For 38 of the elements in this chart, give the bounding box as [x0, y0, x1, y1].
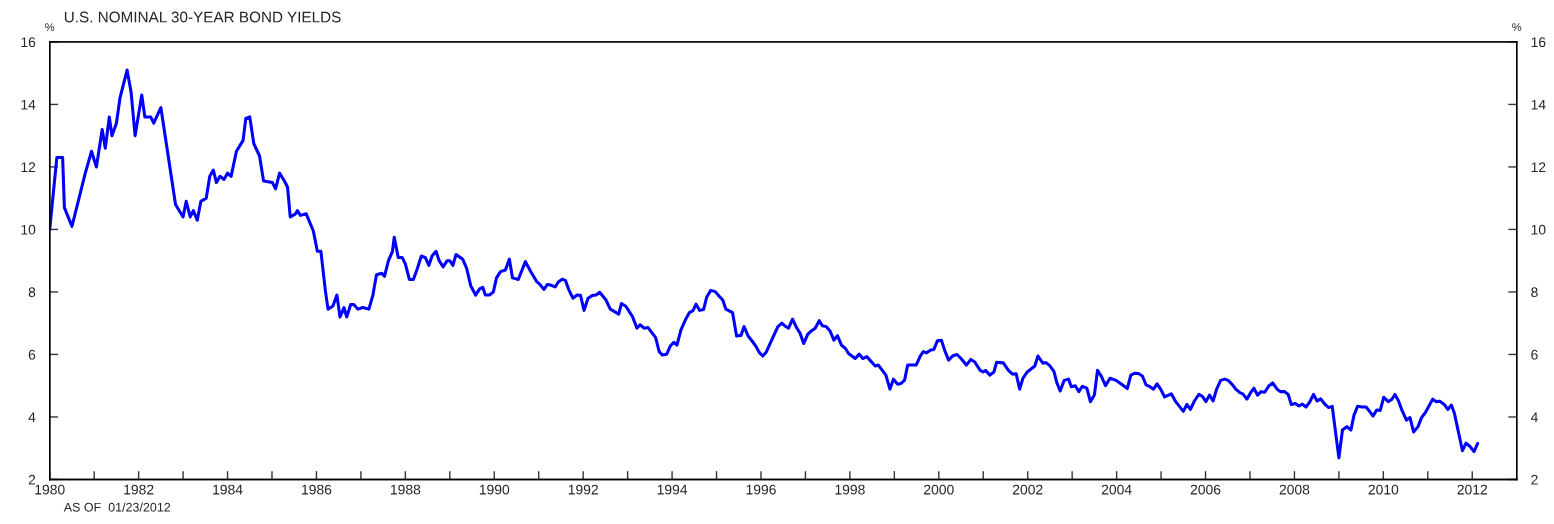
y2-axis-title: %	[1512, 23, 1522, 31]
y2-tick-label: 12	[1531, 162, 1546, 172]
x-tick-label: 1992	[568, 484, 598, 495]
x-tick-label: 2012	[1457, 484, 1487, 495]
x-tick-label: 1988	[390, 484, 421, 495]
y2-tick-label: 4	[1530, 412, 1538, 422]
x-tick-label: 1996	[746, 484, 776, 495]
x-tick-label: 1982	[124, 484, 154, 495]
y-axis-title: %	[45, 23, 55, 31]
y-tick-label: 8	[28, 287, 36, 298]
line-series	[49, 68, 1480, 460]
y-tick-label: 6	[28, 349, 36, 360]
y-tick-label: 4	[28, 412, 36, 422]
y2-tick-label: 10	[1531, 224, 1546, 235]
x-tick-label: 2002	[1012, 484, 1043, 495]
y-tick-label: 10	[21, 224, 36, 235]
text: AS OF 01/23/2012	[63, 502, 171, 512]
x-tick-label: 1986	[302, 484, 332, 495]
y-tick-label: 16	[21, 37, 36, 48]
x-tick-label: 2004	[1101, 484, 1132, 495]
x-tick-label: 2008	[1279, 484, 1310, 495]
y2-tick-label: 2	[1531, 474, 1538, 485]
y-tick-label: 2	[28, 474, 36, 485]
y2-tick-label: 6	[1531, 349, 1538, 360]
y2-tick-label: 16	[1531, 37, 1546, 48]
x-tick-label: 1998	[835, 484, 865, 495]
y-tick-label: 12	[21, 162, 36, 172]
y2-tick-label: 8	[1531, 287, 1538, 298]
x-tick-label: 2010	[1368, 484, 1399, 495]
y-tick-label: 14	[21, 99, 36, 110]
chart-title: U.S. NOMINAL 30-YEAR BOND YIELDS	[64, 11, 341, 23]
x-tick-label: 1980	[35, 484, 65, 495]
x-tick-label: 1990	[479, 484, 510, 495]
x-tick-label: 2000	[924, 484, 954, 495]
x-tick-label: 1984	[213, 484, 243, 495]
x-tick-label: 2006	[1190, 484, 1221, 495]
x-tick-label: 1994	[657, 484, 688, 495]
y2-tick-label: 14	[1531, 99, 1546, 110]
